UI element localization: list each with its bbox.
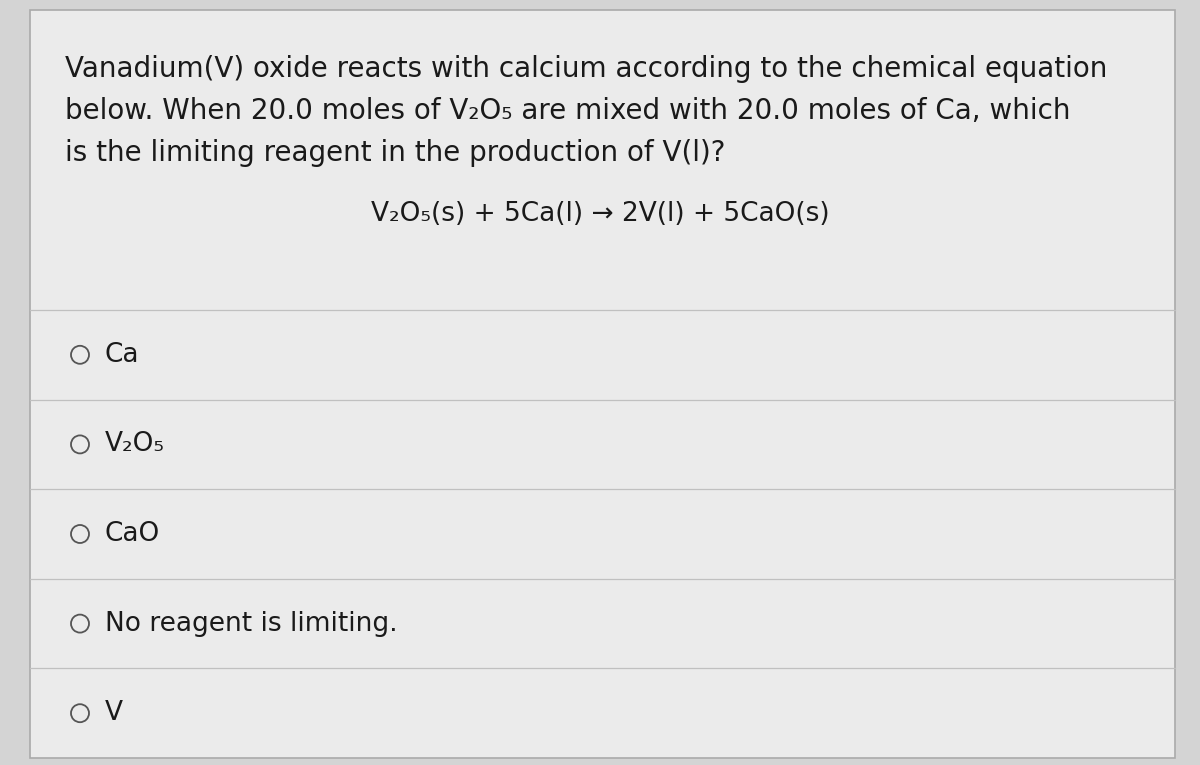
FancyBboxPatch shape: [30, 10, 1175, 758]
Text: is the limiting reagent in the production of V(l)?: is the limiting reagent in the productio…: [65, 139, 726, 167]
Text: No reagent is limiting.: No reagent is limiting.: [106, 610, 397, 636]
Text: V: V: [106, 700, 124, 726]
Text: V₂O₅: V₂O₅: [106, 431, 166, 457]
Text: Vanadium(V) oxide reacts with calcium according to the chemical equation: Vanadium(V) oxide reacts with calcium ac…: [65, 55, 1108, 83]
Text: CaO: CaO: [106, 521, 161, 547]
Text: below. When 20.0 moles of V₂O₅ are mixed with 20.0 moles of Ca, which: below. When 20.0 moles of V₂O₅ are mixed…: [65, 97, 1070, 125]
Text: Ca: Ca: [106, 342, 139, 368]
Text: V₂O₅(s) + 5Ca(l) → 2V(l) + 5CaO(s): V₂O₅(s) + 5Ca(l) → 2V(l) + 5CaO(s): [371, 201, 829, 227]
